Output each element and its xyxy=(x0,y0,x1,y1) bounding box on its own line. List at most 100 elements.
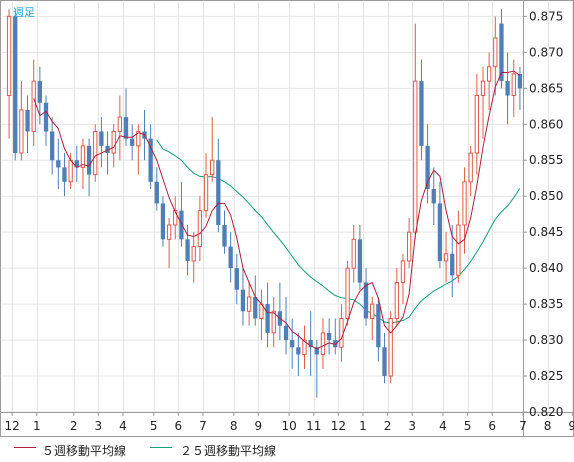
y-tick-label: 0.835 xyxy=(529,297,563,311)
candle xyxy=(25,95,30,154)
candle xyxy=(517,66,523,110)
candle-body xyxy=(154,181,159,204)
candle-body xyxy=(493,37,498,68)
y-tick-label: 0.820 xyxy=(529,405,563,419)
candle xyxy=(111,124,116,168)
candle xyxy=(228,232,233,283)
candle-body xyxy=(31,80,36,132)
y-tick-label: 0.870 xyxy=(529,45,563,59)
x-tick-label: 8 xyxy=(230,419,238,433)
candle-body xyxy=(296,347,301,355)
candle xyxy=(80,138,86,190)
candle xyxy=(166,217,172,269)
candle xyxy=(123,88,129,146)
candle xyxy=(19,81,24,161)
candle-body xyxy=(173,210,178,226)
candle-body xyxy=(388,317,393,377)
candle-body xyxy=(486,66,492,82)
candle-body xyxy=(265,304,270,333)
ma5-layer xyxy=(33,70,521,350)
x-tick-label: 3 xyxy=(408,419,416,433)
candle xyxy=(253,275,258,326)
x-tick-label: 7 xyxy=(519,419,527,433)
candle xyxy=(443,232,449,283)
candle xyxy=(296,332,301,377)
candle xyxy=(13,9,18,161)
x-tick-label: 5 xyxy=(464,419,472,433)
candle-body xyxy=(480,80,486,97)
candle xyxy=(173,196,178,240)
candle-body xyxy=(370,303,375,319)
candle-body xyxy=(50,131,55,161)
candle xyxy=(499,9,504,89)
x-tick-label: 6 xyxy=(175,419,183,433)
candle-body xyxy=(339,317,344,348)
candle xyxy=(86,138,92,197)
y-tick-label: 0.855 xyxy=(529,153,563,167)
candle xyxy=(6,9,12,139)
candle-body xyxy=(363,282,369,319)
candle-body xyxy=(456,224,461,276)
candle xyxy=(394,268,399,326)
candle xyxy=(406,217,412,269)
candle-body xyxy=(302,339,307,355)
candle-body xyxy=(468,152,473,183)
candle xyxy=(43,95,49,146)
candle-body xyxy=(123,117,129,139)
candle xyxy=(314,340,319,398)
candle-body xyxy=(246,296,252,312)
candle-body xyxy=(74,160,79,168)
candle-body xyxy=(68,159,73,183)
x-tick-label: 12 xyxy=(5,419,20,433)
candle xyxy=(154,167,159,211)
candle-body xyxy=(111,130,116,154)
candle xyxy=(117,95,123,161)
candle-body xyxy=(283,325,289,341)
candle xyxy=(240,268,246,326)
x-tick-label: 3 xyxy=(95,419,103,433)
candle-body xyxy=(80,145,86,168)
candle-body xyxy=(37,81,43,103)
candle xyxy=(419,59,424,161)
candle xyxy=(105,131,110,175)
x-tick-label: 6 xyxy=(488,419,496,433)
candle-body xyxy=(222,224,227,247)
candle xyxy=(308,311,313,377)
candle xyxy=(99,117,104,168)
x-tick-label: 9 xyxy=(255,419,263,433)
candle-body xyxy=(413,80,418,233)
candle xyxy=(376,296,381,362)
candle xyxy=(62,153,67,197)
legend-label-ma5: ５週移動平均線 xyxy=(42,444,127,458)
candle xyxy=(333,318,338,355)
candle-body xyxy=(228,246,233,269)
x-tick-label: 4 xyxy=(119,419,127,433)
candle xyxy=(265,282,270,348)
candle xyxy=(326,318,332,355)
x-tick-label: 8 xyxy=(544,419,552,433)
candle-body xyxy=(320,332,326,355)
candle xyxy=(425,124,430,204)
legend-swatch-ma25 xyxy=(150,447,172,448)
candle-body xyxy=(43,102,49,132)
candle xyxy=(493,16,498,96)
candle-body xyxy=(450,253,455,276)
candle-body xyxy=(271,310,276,334)
candle-body xyxy=(499,23,504,82)
x-axis-ticks: 12 1 2 3 4 5 6 7 8 9 10 11 12 1 2 3 4 5 6 7 8 9 xyxy=(5,412,574,433)
candle xyxy=(93,124,98,182)
candle xyxy=(388,311,393,384)
candle-body xyxy=(185,239,190,261)
candle xyxy=(210,117,215,182)
candle xyxy=(302,325,307,369)
candle-body xyxy=(210,159,215,176)
candle xyxy=(345,260,350,326)
candle-body xyxy=(290,340,295,348)
x-tick-label: 9 xyxy=(568,419,574,433)
candle-body xyxy=(443,253,449,262)
candle xyxy=(203,153,209,218)
candle-body xyxy=(240,289,246,312)
candle-body xyxy=(203,174,209,212)
candle xyxy=(179,181,184,247)
candle xyxy=(437,181,443,269)
